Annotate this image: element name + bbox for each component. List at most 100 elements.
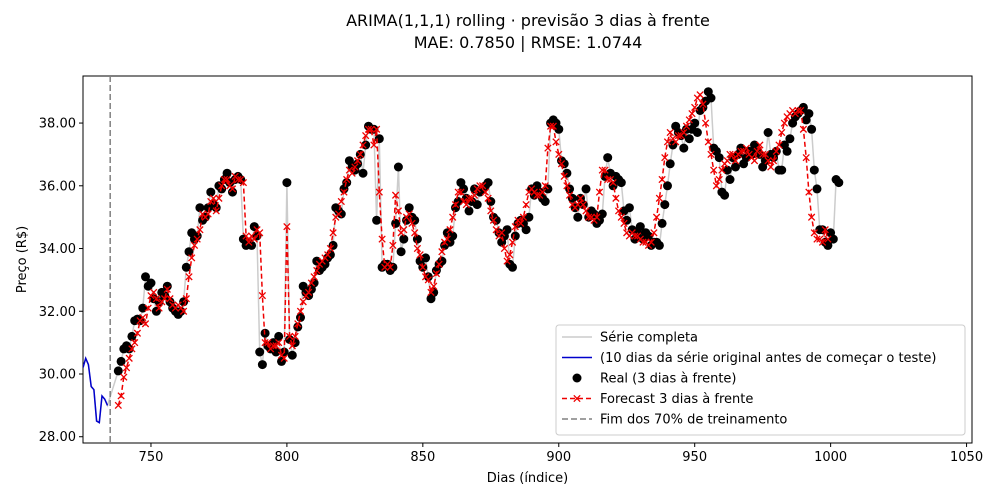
forecast-point — [655, 194, 664, 202]
real-point — [464, 206, 474, 216]
real-point — [399, 234, 409, 244]
y-tick-label: 34.00 — [39, 242, 76, 257]
forecast-point — [256, 229, 264, 237]
x-tick-label: 750 — [139, 450, 164, 465]
legend-label: Real (3 dias à frente) — [600, 372, 737, 387]
forecast-point — [585, 213, 593, 221]
forecast-point — [419, 263, 427, 271]
real-point — [812, 184, 822, 194]
forecast-point — [329, 229, 337, 237]
forecast-point — [443, 235, 451, 243]
x-tick-label: 950 — [682, 450, 707, 465]
forecast-point — [307, 279, 316, 287]
forecast-point — [204, 210, 212, 218]
forecast-point — [391, 191, 400, 199]
forecast-point — [372, 125, 381, 133]
real-point — [508, 262, 517, 272]
forecast-point — [704, 138, 712, 146]
forecast-point — [326, 244, 335, 253]
forecast-point — [565, 191, 574, 199]
forecast-point — [799, 125, 808, 133]
real-point — [763, 128, 773, 137]
real-point — [635, 222, 645, 232]
real-point — [834, 178, 844, 188]
forecast-point — [772, 147, 780, 155]
real-point — [282, 178, 292, 188]
forecast-point — [652, 213, 661, 221]
real-point — [665, 159, 675, 169]
forecast-point — [718, 166, 726, 174]
y-tick-label: 38.00 — [39, 117, 76, 132]
forecast-point — [707, 150, 715, 159]
x-tick-label: 800 — [274, 450, 299, 465]
forecast-point — [810, 229, 818, 237]
real-point — [809, 165, 819, 175]
forecast-point — [196, 226, 204, 234]
forecast-point — [193, 235, 201, 243]
forecast-point — [650, 229, 658, 237]
forecast-point — [386, 263, 394, 271]
forecast-point — [688, 109, 696, 118]
legend-label: (10 dias da série original antes de come… — [600, 351, 936, 366]
forecast-point — [337, 197, 345, 206]
forecast-point — [389, 241, 397, 250]
axes: 750 800 850 900 950 1000 1050 28.00 30.00 32.00 34… — [39, 117, 983, 465]
forecast-point — [805, 188, 813, 196]
real-point — [823, 240, 833, 250]
forecast-point — [778, 128, 786, 137]
forecast-point — [359, 141, 367, 149]
forecast-point — [555, 150, 563, 159]
forecast-point — [117, 392, 125, 400]
forecast-point — [750, 157, 759, 165]
forecast-point — [672, 138, 680, 146]
forecast-point — [155, 304, 163, 312]
real-point — [423, 272, 433, 282]
real-point — [725, 175, 735, 184]
real-point — [684, 134, 694, 144]
forecast-point — [340, 188, 348, 196]
forecast-point — [258, 291, 267, 300]
forecast-point — [492, 226, 500, 234]
x-tick-label: 1000 — [814, 450, 847, 465]
forecast-point — [484, 194, 492, 202]
real-point — [616, 178, 626, 188]
y-tick-label: 28.00 — [39, 430, 76, 445]
forecast-point — [612, 194, 620, 202]
real-point — [116, 356, 126, 366]
forecast-point — [481, 188, 490, 196]
forecast-point — [294, 320, 302, 328]
real-point — [690, 118, 700, 128]
forecast-point — [476, 182, 484, 190]
legend-item-real: Real (3 dias à frente) — [572, 372, 737, 387]
real-point — [358, 168, 368, 178]
forecast-point — [245, 238, 253, 246]
real-point — [782, 146, 792, 156]
forecast-point — [552, 138, 560, 146]
real-point — [660, 200, 670, 210]
real-point — [663, 181, 672, 191]
real-point — [195, 203, 205, 213]
forecast-point — [264, 338, 272, 347]
forecast-point — [120, 373, 128, 381]
forecast-point — [574, 200, 582, 209]
forecast-point — [190, 241, 199, 250]
forecast-point — [519, 213, 528, 221]
forecast-point — [122, 364, 131, 372]
x-tick-label: 900 — [546, 450, 571, 465]
forecast-point — [114, 401, 122, 410]
forecast-point — [710, 166, 718, 174]
forecast-point — [394, 207, 403, 215]
real-point — [608, 181, 618, 191]
forecast-point — [370, 141, 378, 149]
real-point — [573, 212, 583, 222]
legend-label: Série completa — [600, 331, 698, 346]
real-point — [393, 162, 403, 172]
forecast-point — [215, 194, 223, 202]
real-point — [146, 278, 156, 288]
forecast-point — [179, 307, 188, 315]
forecast-point — [304, 288, 313, 297]
forecast-point — [794, 106, 802, 115]
real-point — [760, 156, 770, 166]
legend: Série completa (10 dias da série original… — [555, 324, 966, 436]
forecast-point — [517, 219, 525, 228]
